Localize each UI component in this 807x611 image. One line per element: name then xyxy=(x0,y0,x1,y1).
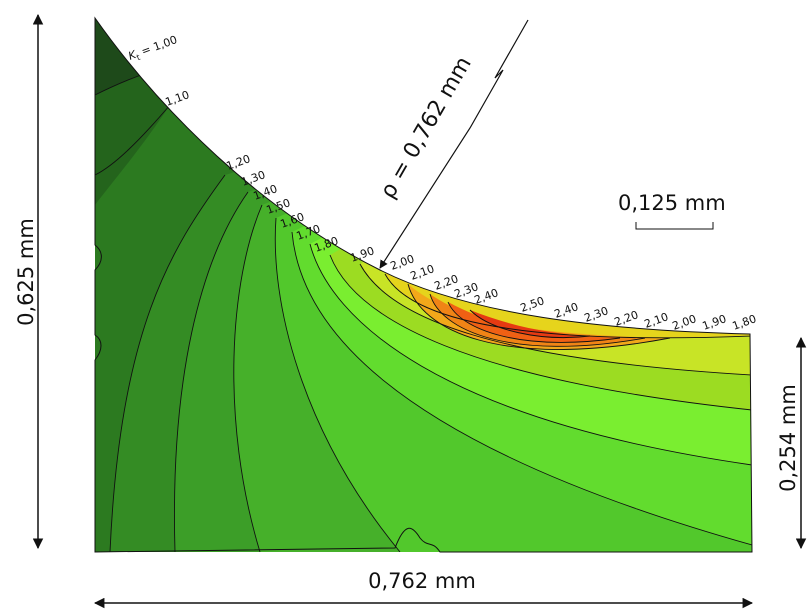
region-2-30 xyxy=(430,294,645,347)
label-1-90-right: 1,90 xyxy=(701,312,728,333)
contour-plot xyxy=(95,18,752,552)
bottom-dimension-label: 0,762 mm xyxy=(368,569,476,593)
scale-bar: 0,125 mm xyxy=(618,191,726,230)
label-2-10-right: 2,10 xyxy=(643,310,670,331)
region-2-40 xyxy=(448,302,620,343)
kt-label: Kt = 1,00 xyxy=(127,33,180,65)
left-dimension-label: 0,625 mm xyxy=(14,218,38,326)
label-2-30-right: 2,30 xyxy=(583,304,610,325)
region-1-10-notch xyxy=(95,72,170,175)
specimen-outline xyxy=(94,16,753,553)
scale-bar-label: 0,125 mm xyxy=(618,191,726,215)
label-2-20-right: 2,20 xyxy=(613,308,640,329)
label-2-50: 2,50 xyxy=(519,294,546,315)
label-2-40-right: 2,40 xyxy=(553,300,580,321)
radius-leader-line xyxy=(379,19,529,269)
radius-label: ρ = 0,762 mm xyxy=(376,53,477,203)
label-1-80-right: 1,80 xyxy=(731,312,758,333)
label-2-00-right: 2,00 xyxy=(671,312,698,333)
region-2-50 xyxy=(470,310,590,338)
label-1-20: 1,20 xyxy=(225,152,252,173)
label-1-10: 1,10 xyxy=(164,88,191,109)
right-dimension-label: 0,254 mm xyxy=(776,384,800,492)
